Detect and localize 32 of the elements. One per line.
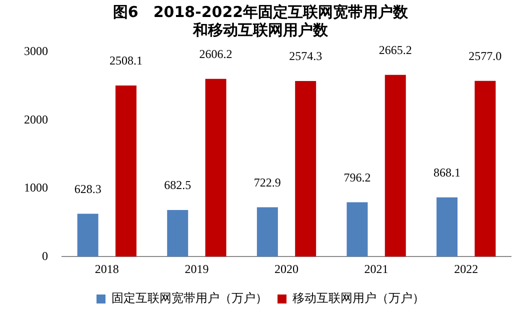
bar xyxy=(384,74,406,257)
bar xyxy=(474,80,496,257)
bar xyxy=(167,210,188,257)
data-label: 628.3 xyxy=(74,182,102,196)
y-tick-label: 1000 xyxy=(24,180,48,195)
legend-label: 移动互联网用户（万户） xyxy=(292,291,424,306)
data-label: 682.5 xyxy=(164,178,192,192)
x-tick-label: 2019 xyxy=(184,262,209,276)
bar xyxy=(77,214,98,257)
y-tick-label: 3000 xyxy=(24,44,48,58)
x-tick-label: 2020 xyxy=(274,262,298,276)
bar xyxy=(205,78,226,257)
x-tick-label: 2021 xyxy=(364,262,388,276)
data-label: 868.1 xyxy=(434,166,461,180)
chart-title: 图6 2018-2022年固定互联网宽带用户数和移动互联网用户数 xyxy=(112,2,410,39)
bar xyxy=(256,207,278,257)
y-tick-label: 2000 xyxy=(24,112,48,126)
data-label: 2508.1 xyxy=(109,54,142,68)
data-label: 2577.0 xyxy=(468,49,502,64)
x-tick-label: 2018 xyxy=(94,262,119,276)
data-label: 2606.2 xyxy=(199,47,232,62)
x-tick-label: 2022 xyxy=(454,262,478,276)
data-label: 2665.2 xyxy=(378,42,412,57)
y-tick-label: 0 xyxy=(42,248,48,263)
bar xyxy=(295,81,316,257)
data-label: 2574.3 xyxy=(289,49,322,64)
data-label: 722.9 xyxy=(254,175,281,190)
bar xyxy=(346,202,368,257)
bar xyxy=(436,197,458,257)
legend-label: 固定互联网宽带用户（万户） xyxy=(112,291,268,306)
data-label: 796.2 xyxy=(344,170,371,184)
bar xyxy=(115,86,136,257)
